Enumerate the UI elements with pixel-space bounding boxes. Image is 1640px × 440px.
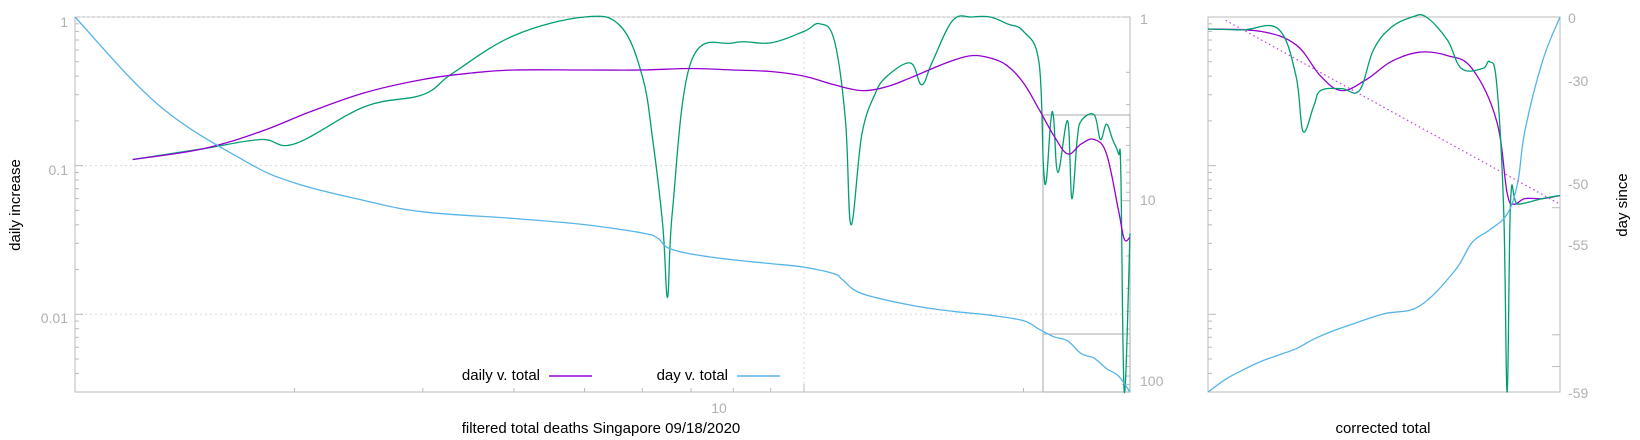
y-axis-label: daily increase [7,159,24,251]
legend-label-day: day v. total [657,367,728,384]
legend: daily v. total day v. total [462,367,780,384]
inset-y2-tick-30: -30 [1568,73,1588,89]
main-series-group [75,16,1130,393]
y2-tick-100: 100 [1140,373,1164,389]
series-raw-daily [133,16,1130,393]
inset-y2-axis-label: day since [1614,173,1631,236]
inset-x-axis-label: corrected total [1335,420,1430,437]
inset-series-fit [1226,20,1560,204]
inset-y2-tick-50: -50 [1568,176,1588,192]
main-axis-ticks [75,17,1130,392]
main-grid [75,17,1130,392]
inset-series-raw [1208,15,1560,392]
inset-axis-ticks [1208,17,1560,392]
y-tick-1: 1 [60,14,68,30]
y-tick-0.1: 0.1 [49,162,69,178]
inset-series-day [1208,17,1560,392]
inset-series-group [1208,15,1560,392]
y-tick-0.01: 0.01 [41,310,68,326]
inset-series-daily [1208,29,1560,204]
inset-plot-frame [1208,17,1560,392]
legend-label-daily: daily v. total [462,367,540,384]
x-axis-label: filtered total deaths Singapore 09/18/20… [462,420,741,437]
y2-tick-1: 1 [1140,11,1148,27]
y2-tick-10: 10 [1140,192,1156,208]
inset-y2-tick-0: 0 [1568,10,1576,26]
inset-y2-tick-59: -59 [1568,385,1588,401]
main-plot-frame [75,17,1130,392]
series-day-v-total [75,17,1130,392]
series-daily-v-total [133,55,1130,240]
inset-y2-tick-55: -55 [1568,237,1588,253]
x-tick-10: 10 [711,400,727,416]
